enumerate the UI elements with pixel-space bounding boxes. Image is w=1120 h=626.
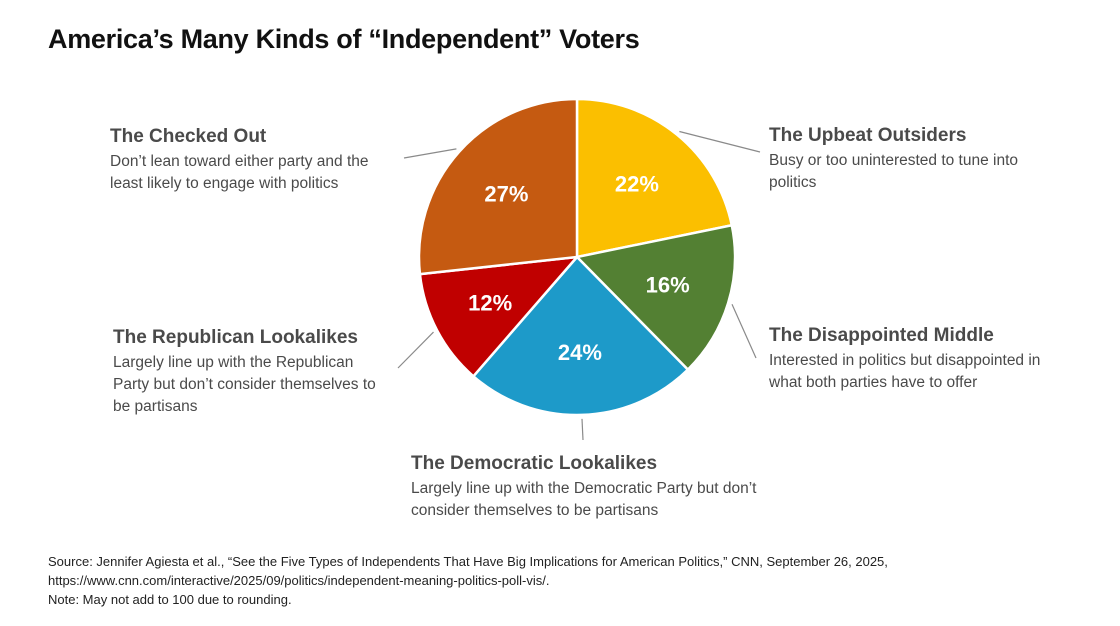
leader-line-the-democratic-lookalikes <box>581 418 584 441</box>
segment-description: Largely line up with the Democratic Part… <box>411 480 757 519</box>
pie-slice-the-disappointed-middle <box>575 224 737 371</box>
segment-description: Don’t lean toward either party and the l… <box>110 153 369 192</box>
label-checked-out: The Checked Out Don’t lean toward either… <box>110 125 410 195</box>
note-text: Note: May not add to 100 due to rounding… <box>48 592 292 607</box>
leader-line-the-upbeat-outsiders <box>679 130 761 153</box>
segment-name: The Republican Lookalikes <box>113 327 358 348</box>
segment-description: Largely line up with the Republican Part… <box>113 354 376 415</box>
leader-line-the-disappointed-middle <box>731 303 757 359</box>
segment-name: The Checked Out <box>110 126 267 147</box>
pie-slice-the-democratic-lookalikes <box>472 255 690 417</box>
pct-label-the-democratic-lookalikes: 24% <box>558 340 602 365</box>
segment-name: The Disappointed Middle <box>769 325 994 346</box>
source-text: Source: Jennifer Agiesta et al., “See th… <box>48 554 888 588</box>
pie-slice-the-upbeat-outsiders <box>575 97 734 259</box>
leader-line-the-republican-lookalikes <box>397 331 434 369</box>
leader-line-the-checked-out <box>403 148 457 159</box>
label-democratic-lookalikes: The Democratic Lookalikes Largely line u… <box>411 452 791 522</box>
pie-slice-the-republican-lookalikes <box>418 255 579 378</box>
label-upbeat-outsiders: The Upbeat Outsiders Busy or too uninter… <box>769 124 1069 194</box>
pct-label-the-disappointed-middle: 16% <box>646 273 690 298</box>
pct-label-the-republican-lookalikes: 12% <box>468 290 512 315</box>
pct-label-the-checked-out: 27% <box>484 182 528 207</box>
label-republican-lookalikes: The Republican Lookalikes Largely line u… <box>113 326 393 418</box>
segment-name: The Upbeat Outsiders <box>769 125 967 146</box>
chart-title: America’s Many Kinds of “Independent” Vo… <box>48 24 640 54</box>
segment-description: Interested in politics but disappointed … <box>769 352 1041 391</box>
source-note: Source: Jennifer Agiesta et al., “See th… <box>48 552 1088 609</box>
pie-slice-the-checked-out <box>417 97 579 276</box>
segment-description: Busy or too uninterested to tune into po… <box>769 152 1019 191</box>
segment-name: The Democratic Lookalikes <box>411 453 658 474</box>
pct-label-the-upbeat-outsiders: 22% <box>615 172 659 197</box>
label-disappointed-middle: The Disappointed Middle Interested in po… <box>769 324 1069 394</box>
